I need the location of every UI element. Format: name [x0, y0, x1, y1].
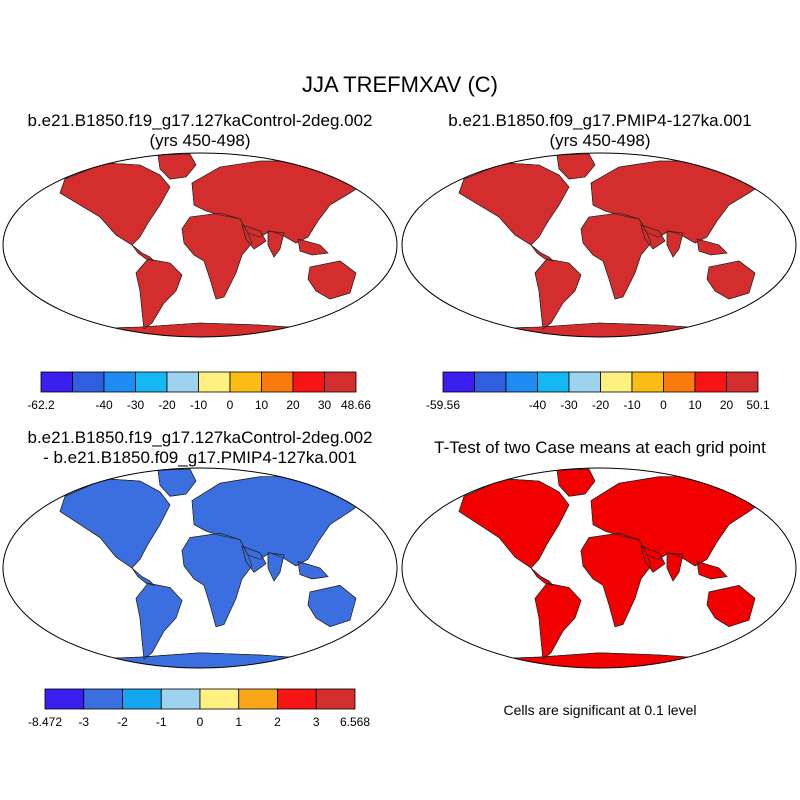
colorbar-label: 20: [286, 398, 300, 412]
colorbar-label: -1: [156, 715, 167, 729]
colorbar-label: 48.66: [341, 398, 371, 412]
panel-b-title-line1: b.e21.B1850.f09_g17.PMIP4-127ka.001: [448, 111, 752, 130]
panel-c-title-line2: - b.e21.B1850.f09_g17.PMIP4-127ka.001: [43, 448, 357, 467]
colorbar-swatch: [324, 371, 357, 393]
colorbar-label: 10: [255, 398, 269, 412]
panel-d-title: T-Test of two Case means at each grid po…: [434, 438, 766, 457]
colorbar-swatch: [261, 371, 294, 393]
colorbar-swatch: [600, 371, 633, 393]
colorbar-label: 30: [318, 398, 332, 412]
colorbar-label: 0: [197, 715, 204, 729]
colorbar-label: -30: [560, 398, 578, 412]
colorbar-swatch: [505, 371, 538, 393]
colorbar-swatch: [315, 688, 356, 710]
colorbar-swatch: [292, 371, 325, 393]
colorbar-swatch: [474, 371, 507, 393]
colorbar-label: -20: [158, 398, 176, 412]
colorbar-label: -59.56: [426, 398, 460, 412]
colorbar-label: -8.472: [28, 715, 62, 729]
map-panel-d: [401, 467, 797, 669]
colorbar-label: 6.568: [340, 715, 370, 729]
colorbar-label: 1: [235, 715, 242, 729]
colorbar-label: 20: [720, 398, 734, 412]
map-panel-c: [2, 467, 398, 669]
colorbar-label: 0: [660, 398, 667, 412]
colorbar-swatch: [537, 371, 570, 393]
colorbar-swatch: [631, 371, 664, 393]
colorbar-label: -2: [117, 715, 128, 729]
map-panel-a: [2, 152, 398, 338]
panel-b-title-line2: (yrs 450-498): [549, 131, 651, 150]
panel-a-title-line2: (yrs 450-498): [149, 131, 251, 150]
colorbar-label: 2: [274, 715, 281, 729]
colorbar-swatch: [198, 371, 231, 393]
colorbar-swatch: [726, 371, 759, 393]
colorbar-a: -62.2 -40 -30 -20 -10 0 10 20 30 48.66: [27, 371, 371, 412]
colorbar-swatch: [238, 688, 278, 710]
colorbar-swatch: [83, 688, 123, 710]
panel-c-title: b.e21.B1850.f19_g17.127kaControl-2deg.00…: [0, 428, 400, 468]
panel-b-title: b.e21.B1850.f09_g17.PMIP4-127ka.001 (yrs…: [400, 111, 800, 151]
colorbar-swatch: [568, 371, 601, 393]
map-border-a: [2, 152, 398, 338]
colorbar-swatch: [229, 371, 262, 393]
colorbar-label: -40: [95, 398, 113, 412]
panel-a-title-line1: b.e21.B1850.f19_g17.127kaControl-2deg.00…: [27, 111, 373, 130]
map-panel-b: [401, 152, 797, 338]
colorbar-label: -10: [190, 398, 208, 412]
colorbar-swatch: [277, 688, 317, 710]
colorbar-swatch: [122, 688, 162, 710]
colorbar-label: 3: [313, 715, 320, 729]
colorbar-swatch: [40, 371, 73, 393]
panel-a-title: b.e21.B1850.f19_g17.127kaControl-2deg.00…: [0, 111, 400, 151]
significance-note: Cells are significant at 0.1 level: [503, 702, 697, 718]
figure-title: JJA TREFMXAV (C): [302, 72, 498, 97]
colorbar-swatch: [160, 688, 201, 710]
colorbar-label: -10: [623, 398, 641, 412]
colorbar-swatch: [72, 371, 105, 393]
colorbar-swatch: [135, 371, 168, 393]
colorbar-swatch: [694, 371, 727, 393]
colorbar-c: -8.472 -3 -2 -1 0 1 2 3 6.568: [28, 688, 370, 729]
colorbar-swatch: [442, 371, 475, 393]
colorbar-label: -30: [127, 398, 145, 412]
colorbar-label: -20: [592, 398, 610, 412]
colorbar-swatch: [166, 371, 199, 393]
colorbar-label: 10: [688, 398, 702, 412]
colorbar-label: 0: [227, 398, 234, 412]
map-border-d: [401, 467, 797, 669]
colorbar-swatch: [663, 371, 696, 393]
colorbar-swatch: [199, 688, 240, 710]
colorbar-label: -3: [78, 715, 89, 729]
map-border-c: [2, 467, 398, 669]
map-border-b: [401, 152, 797, 338]
colorbar-swatch: [103, 371, 136, 393]
colorbar-swatch: [44, 688, 85, 710]
colorbar-b: -59.56 -40 -30 -20 -10 0 10 20 50.1: [426, 371, 770, 412]
panel-c-title-line1: b.e21.B1850.f19_g17.127kaControl-2deg.00…: [27, 428, 373, 447]
colorbar-label: 50.1: [746, 398, 770, 412]
colorbar-label: -62.2: [27, 398, 55, 412]
colorbar-label: -40: [529, 398, 547, 412]
